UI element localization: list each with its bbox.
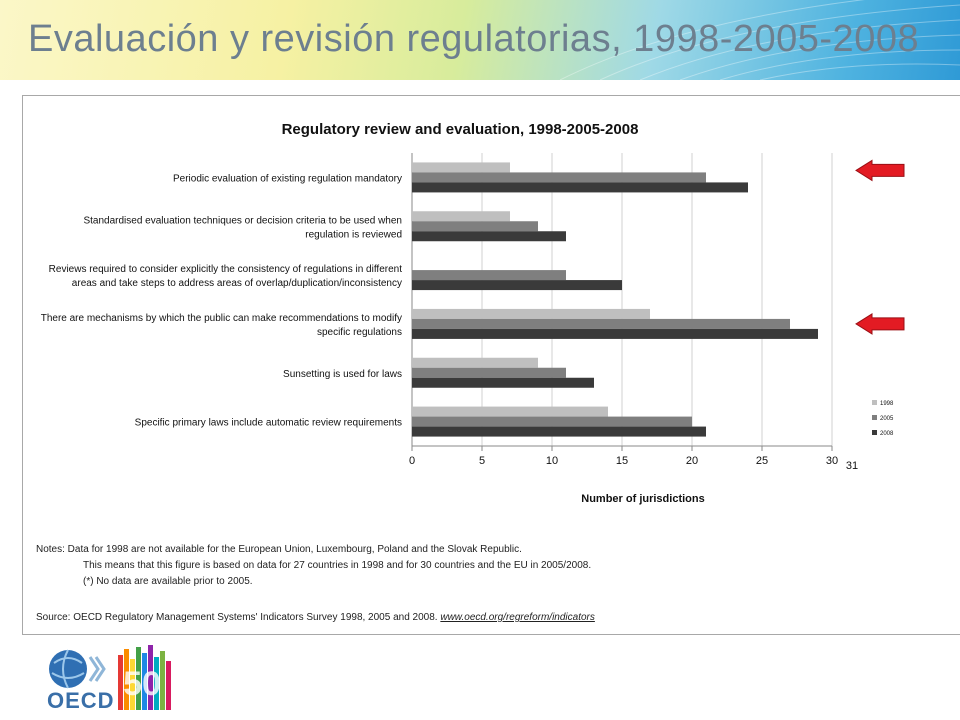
- legend-label-2008: 2008: [880, 431, 894, 437]
- x-tick-label-extra: 31: [846, 460, 858, 472]
- bar-2008-1: [412, 231, 566, 242]
- category-label: Sunsetting is used for laws: [283, 369, 402, 380]
- highlight-arrow-icon: [855, 159, 905, 182]
- chart-title: Regulatory review and evaluation, 1998-2…: [282, 121, 639, 138]
- title-banner: [0, 0, 960, 80]
- bar-2005-1: [412, 221, 538, 232]
- x-tick-label: 20: [686, 455, 698, 467]
- bar-2005-0: [412, 172, 706, 183]
- legend-label-1998: 1998: [880, 401, 894, 407]
- x-tick-label: 25: [756, 455, 768, 467]
- source-link[interactable]: www.oecd.org/regreform/indicators: [440, 612, 595, 623]
- legend-swatch-2005: [872, 415, 877, 420]
- category-label: Periodic evaluation of existing regulati…: [173, 173, 402, 184]
- bar-2005-2: [412, 270, 566, 281]
- chart-notes: Notes: Data for 1998 are not available f…: [36, 542, 591, 590]
- legend-swatch-2008: [872, 430, 877, 435]
- legend-swatch-1998: [872, 400, 877, 405]
- category-label: specific regulations: [317, 327, 402, 338]
- x-tick-label: 0: [409, 455, 415, 467]
- fifty-anniversary-icon: 50: [118, 645, 171, 710]
- bar-2008-5: [412, 426, 706, 437]
- note-line-2: This means that this figure is based on …: [83, 560, 592, 571]
- bar-1998-1: [412, 211, 510, 222]
- tick-labels: 0 5 10 15 20 25 30 31: [409, 455, 858, 472]
- chart-frame: Regulatory review and evaluation, 1998-2…: [22, 95, 960, 635]
- note-line-1: Notes: Data for 1998 are not available f…: [36, 544, 522, 555]
- x-tick-label: 30: [826, 455, 838, 467]
- category-label: There are mechanisms by which the public…: [41, 313, 402, 324]
- bar-2008-2: [412, 280, 622, 291]
- note-line-3: (*) No data are available prior to 2005.: [83, 576, 253, 587]
- chevron-icon: [88, 656, 106, 682]
- bar-2005-4: [412, 367, 566, 378]
- x-axis-title: Number of jurisdictions: [581, 493, 704, 505]
- globe-icon: [49, 650, 87, 688]
- category-labels: Periodic evaluation of existing regulati…: [41, 173, 402, 428]
- source-text: Source: OECD Regulatory Management Syste…: [36, 612, 441, 623]
- bar-1998-4: [412, 357, 538, 368]
- category-label: regulation is reviewed: [305, 229, 402, 240]
- bar-2008-4: [412, 377, 594, 388]
- x-tick-label: 10: [546, 455, 558, 467]
- bar-1998-3: [412, 308, 650, 319]
- bar-1998-5: [412, 406, 608, 417]
- slide-title: Evaluación y revisión regulatorias, 1998…: [28, 18, 920, 60]
- x-tick-label: 5: [479, 455, 485, 467]
- category-label: Standardised evaluation techniques or de…: [83, 215, 402, 226]
- bar-2005-3: [412, 318, 790, 329]
- highlight-arrows: [855, 159, 905, 335]
- gridlines: [411, 153, 833, 451]
- oecd-wordmark: OECD: [47, 688, 115, 713]
- chart-source: Source: OECD Regulatory Management Syste…: [36, 612, 595, 623]
- category-label: Reviews required to consider explicitly …: [49, 264, 403, 275]
- bar-2008-3: [412, 328, 818, 339]
- category-label: areas and take steps to address areas of…: [72, 278, 402, 289]
- anniversary-number: 50: [123, 665, 161, 703]
- bars: [412, 162, 818, 437]
- bar-2008-0: [412, 182, 748, 193]
- banner-decoration: [559, 0, 960, 80]
- legend-label-2005: 2005: [880, 416, 894, 422]
- x-tick-label: 15: [616, 455, 628, 467]
- bar-2005-5: [412, 416, 692, 427]
- bar-chart: Regulatory review and evaluation, 1998-2…: [41, 121, 905, 505]
- bar-1998-0: [412, 162, 510, 173]
- oecd-50-logo: 50: [49, 645, 171, 710]
- legend: 1998 2005 2008: [872, 400, 894, 437]
- highlight-arrow-icon: [855, 313, 905, 335]
- category-label: Specific primary laws include automatic …: [135, 418, 402, 429]
